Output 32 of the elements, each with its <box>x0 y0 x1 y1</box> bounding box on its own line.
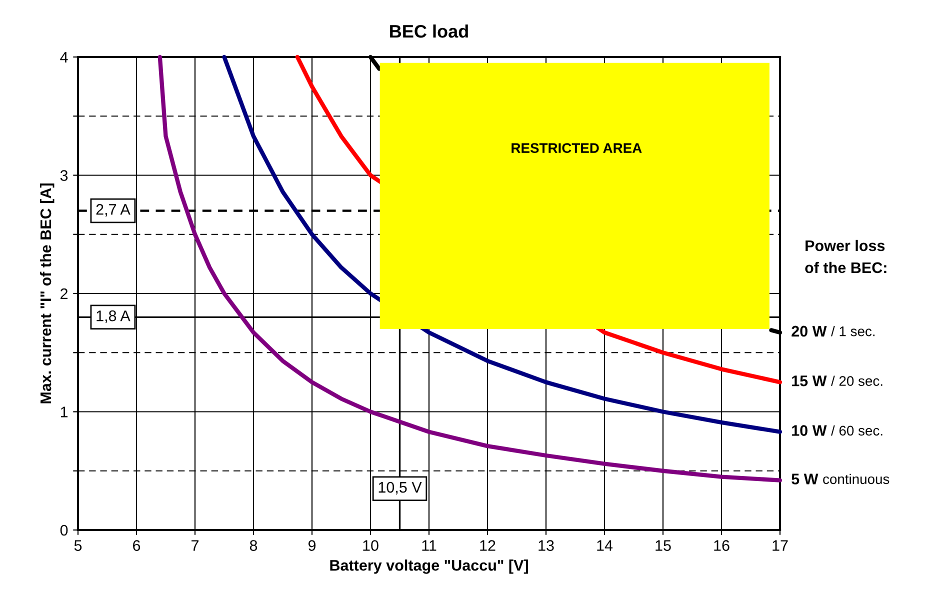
y-tick-label: 1 <box>60 406 68 418</box>
series-label: 15 W / 20 sec. <box>792 376 882 386</box>
x-tick-label: 17 <box>772 540 788 551</box>
x-tick-label: 12 <box>480 540 496 551</box>
x-tick-label: 15 <box>656 540 671 551</box>
series-label: 5 W continuous <box>792 474 890 484</box>
x-tick-label: 11 <box>422 540 436 551</box>
y-tick-label: 4 <box>60 52 68 63</box>
ref-line-label: 10,5 V <box>378 482 422 495</box>
x-tick-label: 8 <box>250 540 258 551</box>
x-tick-label: 6 <box>133 540 140 551</box>
ref-line-label: 1,8 A <box>96 310 130 324</box>
chart-title: BEC load <box>390 24 468 38</box>
legend-title: Power loss of the BEC: <box>805 240 886 274</box>
y-tick-label: 0 <box>60 524 68 536</box>
x-tick-label: 10 <box>363 540 378 551</box>
y-tick-label: 3 <box>60 170 68 181</box>
x-tick-label: 7 <box>192 540 198 551</box>
x-tick-label: 13 <box>538 540 554 551</box>
x-tick-label: 16 <box>714 540 730 551</box>
ref-line-label: 2,7 A <box>96 204 130 217</box>
y-tick-label: 2 <box>60 288 68 300</box>
y-axis-title: Max. current "I" of the BEC [A] <box>40 184 54 404</box>
x-tick-label: 5 <box>74 540 82 551</box>
annotation: RESTRICTED AREA <box>512 143 642 153</box>
series-label: 10 W / 60 sec. <box>792 425 882 436</box>
series-label: 20 W / 1 sec. <box>792 326 875 337</box>
x-tick-label: 9 <box>308 540 316 551</box>
line-series <box>222 54 782 434</box>
x-tick-label: 14 <box>597 540 613 551</box>
line-series <box>158 54 782 482</box>
x-axis-title: Battery voltage "Uaccu" [V] <box>330 560 528 574</box>
